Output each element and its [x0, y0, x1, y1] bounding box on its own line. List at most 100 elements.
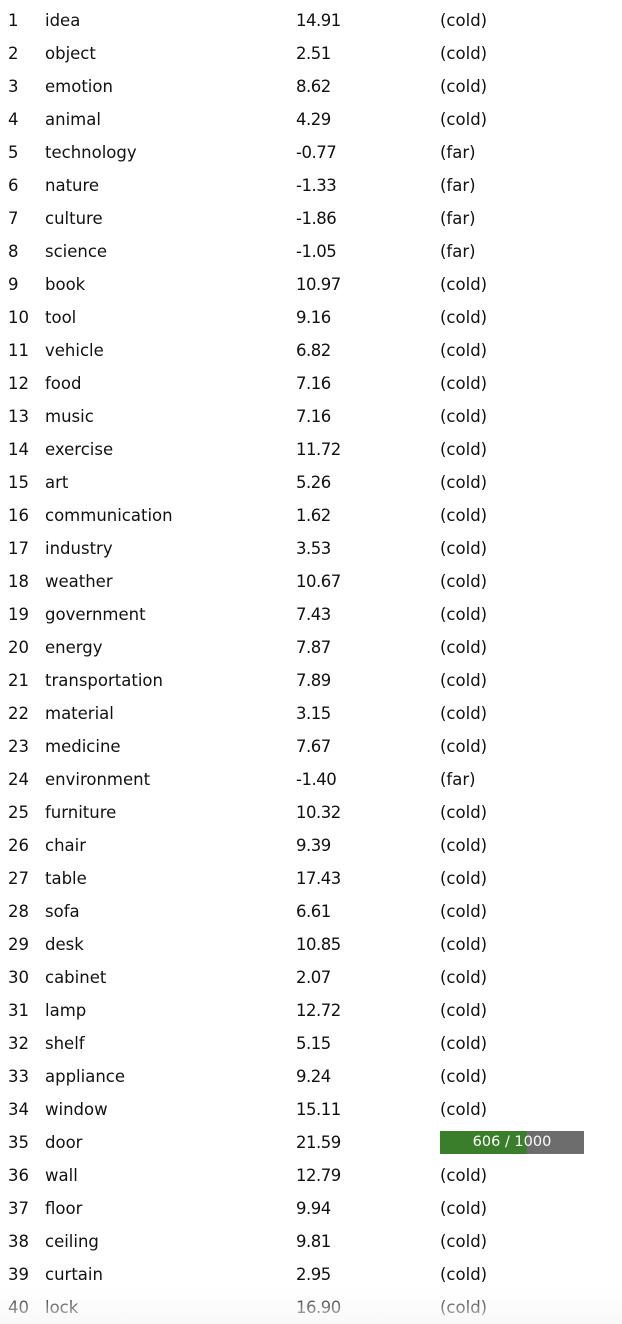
guess-word: tool [45, 308, 77, 327]
guess-proximity: (cold) [440, 1100, 488, 1119]
guess-similarity: 8.62 [296, 77, 331, 96]
guess-number: 40 [8, 1298, 29, 1317]
guess-row: 30 cabinet 2.07 (cold) [0, 961, 622, 994]
guess-word: material [45, 704, 114, 723]
guess-number: 2 [8, 44, 19, 63]
guess-similarity: -1.33 [296, 176, 337, 195]
guess-word: ceiling [45, 1232, 99, 1251]
guess-row: 20 energy 7.87 (cold) [0, 631, 622, 664]
guess-proximity: (cold) [440, 1265, 488, 1284]
guess-row: 27 table 17.43 (cold) [0, 862, 622, 895]
guess-similarity: 7.67 [296, 737, 331, 756]
guess-similarity: -0.77 [296, 143, 337, 162]
guess-word: lamp [45, 1001, 87, 1020]
guess-number: 22 [8, 704, 29, 723]
guess-proximity: (cold) [440, 935, 488, 954]
guess-proximity: (cold) [440, 506, 488, 525]
guess-similarity: 9.81 [296, 1232, 331, 1251]
guess-similarity: 2.95 [296, 1265, 331, 1284]
guess-list: 1 idea 14.91 (cold) 2 object 2.51 (cold) 3 emotio… [0, 4, 622, 1324]
guess-proximity: (far) [440, 242, 476, 261]
guess-similarity: 2.07 [296, 968, 331, 987]
guess-similarity: 3.15 [296, 704, 331, 723]
guess-word: lock [45, 1298, 79, 1317]
guess-proximity: (cold) [440, 869, 488, 888]
guess-proximity: (cold) [440, 1067, 488, 1086]
guess-proximity: (cold) [440, 572, 488, 591]
guess-number: 6 [8, 176, 19, 195]
guess-word: shelf [45, 1034, 85, 1053]
guess-similarity: 7.87 [296, 638, 331, 657]
guess-row: 39 curtain 2.95 (cold) [0, 1258, 622, 1291]
guess-number: 28 [8, 902, 29, 921]
guess-proximity: (cold) [440, 1166, 488, 1185]
guess-row: 5 technology -0.77 (far) [0, 136, 622, 169]
guess-proximity: (cold) [440, 1001, 488, 1020]
guess-word: vehicle [45, 341, 104, 360]
guess-proximity: (far) [440, 209, 476, 228]
guess-similarity: 5.26 [296, 473, 331, 492]
guess-number: 4 [8, 110, 19, 129]
guess-number: 25 [8, 803, 29, 822]
guess-word: curtain [45, 1265, 103, 1284]
guess-proximity: (far) [440, 770, 476, 789]
guess-number: 21 [8, 671, 29, 690]
guess-word: door [45, 1133, 83, 1152]
guess-word: idea [45, 11, 81, 30]
guess-similarity: 9.94 [296, 1199, 331, 1218]
guess-row: 35 door 21.59 606 / 1000 [0, 1126, 622, 1159]
guess-proximity: (cold) [440, 539, 488, 558]
guess-number: 31 [8, 1001, 29, 1020]
guess-similarity: 2.51 [296, 44, 331, 63]
guess-word: industry [45, 539, 113, 558]
guess-similarity: 16.90 [296, 1298, 341, 1317]
guess-row: 13 music 7.16 (cold) [0, 400, 622, 433]
guess-number: 7 [8, 209, 19, 228]
guess-word: window [45, 1100, 108, 1119]
guess-similarity: 10.32 [296, 803, 341, 822]
guess-row: 19 government 7.43 (cold) [0, 598, 622, 631]
guess-row: 3 emotion 8.62 (cold) [0, 70, 622, 103]
guess-number: 24 [8, 770, 29, 789]
guess-number: 17 [8, 539, 29, 558]
guess-similarity: 11.72 [296, 440, 341, 459]
guess-proximity: (cold) [440, 671, 488, 690]
guess-number: 23 [8, 737, 29, 756]
guess-number: 11 [8, 341, 29, 360]
guess-word: chair [45, 836, 87, 855]
guess-proximity: (cold) [440, 1034, 488, 1053]
guess-word: emotion [45, 77, 113, 96]
guess-row: 1 idea 14.91 (cold) [0, 4, 622, 37]
guess-number: 10 [8, 308, 29, 327]
guess-number: 37 [8, 1199, 29, 1218]
guess-row: 14 exercise 11.72 (cold) [0, 433, 622, 466]
guess-number: 36 [8, 1166, 29, 1185]
guess-row: 16 communication 1.62 (cold) [0, 499, 622, 532]
guess-row: 33 appliance 9.24 (cold) [0, 1060, 622, 1093]
guess-proximity: (cold) [440, 440, 488, 459]
guess-number: 33 [8, 1067, 29, 1086]
guess-row: 37 floor 9.94 (cold) [0, 1192, 622, 1225]
guess-word: art [45, 473, 69, 492]
guess-similarity: -1.05 [296, 242, 337, 261]
guess-number: 3 [8, 77, 19, 96]
guess-similarity: 6.82 [296, 341, 331, 360]
guess-proximity: (cold) [440, 374, 488, 393]
guess-number: 13 [8, 407, 29, 426]
guess-row: 7 culture -1.86 (far) [0, 202, 622, 235]
guess-proximity: (cold) [440, 737, 488, 756]
guess-proximity: (cold) [440, 44, 488, 63]
rank-progress-label: 606 / 1000 [472, 1134, 552, 1150]
guess-proximity: (far) [440, 143, 476, 162]
guess-proximity: (cold) [440, 836, 488, 855]
guess-number: 27 [8, 869, 29, 888]
guess-row: 25 furniture 10.32 (cold) [0, 796, 622, 829]
guess-similarity: 7.43 [296, 605, 331, 624]
guess-word: environment [45, 770, 151, 789]
guess-word: nature [45, 176, 100, 195]
guess-number: 9 [8, 275, 19, 294]
guess-row: 26 chair 9.39 (cold) [0, 829, 622, 862]
guess-row: 9 book 10.97 (cold) [0, 268, 622, 301]
guess-proximity: (cold) [440, 968, 488, 987]
guess-proximity: (cold) [440, 803, 488, 822]
